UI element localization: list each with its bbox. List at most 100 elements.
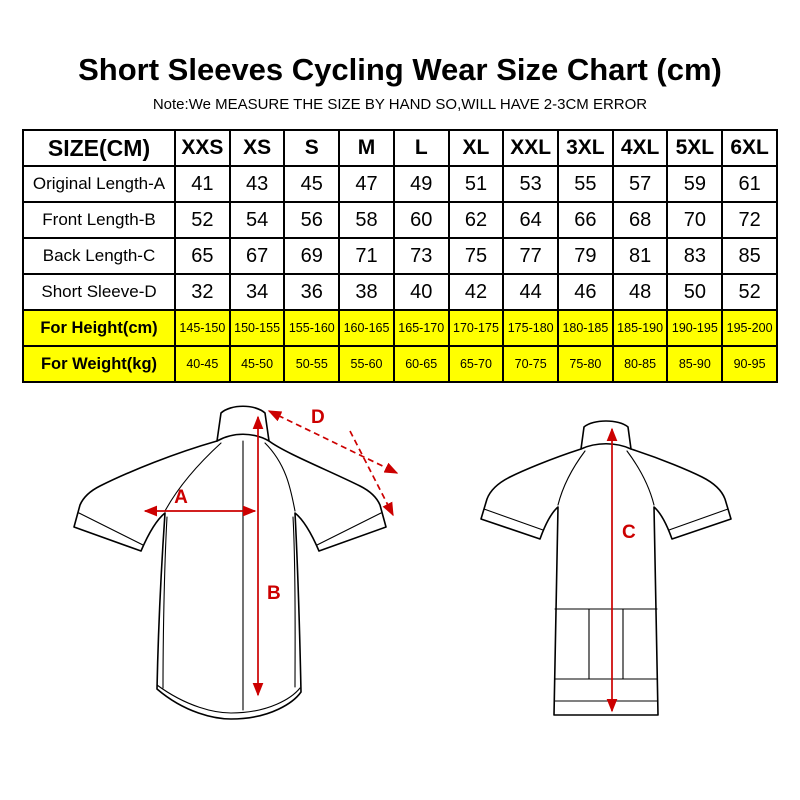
size-value: 71 (338, 237, 395, 275)
size-value: 57 (611, 165, 669, 203)
size-value: 32 (174, 273, 231, 311)
size-value: 70 (666, 201, 724, 239)
table-row-back-length-c: Back Length-C 65 67 69 71 73 75 77 79 81 83 85 (22, 237, 778, 275)
front-measurements: A B D (143, 407, 399, 697)
size-table-header: SIZE(CM) XXS XS S M L XL XXL 3XL 4XL 5XL 6XL (22, 129, 778, 167)
right-cuff-line-back (668, 508, 729, 531)
size-value: 49 (392, 165, 450, 203)
size-value: 90-95 (721, 345, 778, 383)
size-value: 60 (392, 201, 450, 239)
header-size-s: S (283, 129, 341, 167)
size-value: 81 (611, 237, 669, 275)
left-cuff-line (78, 512, 144, 546)
header-size-l: L (392, 129, 450, 167)
size-value: 190-195 (666, 309, 724, 347)
size-value: 60-65 (392, 345, 450, 383)
row-label: Short Sleeve-D (22, 273, 176, 311)
left-cuff-line-back (483, 508, 544, 531)
body-outline (73, 440, 387, 720)
size-value: 175-180 (502, 309, 560, 347)
side-seams (162, 516, 296, 689)
row-label: Original Length-A (22, 165, 176, 203)
row-label: Back Length-C (22, 237, 176, 275)
size-value: 53 (502, 165, 560, 203)
right-cuff-line (316, 512, 382, 546)
size-value: 80-85 (611, 345, 669, 383)
size-value: 180-185 (557, 309, 614, 347)
size-value: 75-80 (557, 345, 614, 383)
size-value: 61 (721, 165, 778, 203)
note-text: Note:We MEASURE THE SIZE BY HAND SO,WILL… (152, 96, 648, 113)
size-value: 42 (447, 273, 505, 311)
jersey-front-diagram: A B D (73, 405, 399, 720)
size-value: 50-55 (283, 345, 341, 383)
size-value: 150-155 (228, 309, 286, 347)
collar-back (580, 420, 632, 450)
size-value: 52 (174, 201, 231, 239)
size-table: SIZE(CM) XXS XS S M L XL XXL 3XL 4XL 5XL 6XL Origin… (22, 129, 778, 383)
header-size-xxs: XXS (174, 129, 231, 167)
size-value: 34 (228, 273, 286, 311)
jersey-front-outline (73, 405, 387, 720)
size-value: 72 (721, 201, 778, 239)
size-value: 47 (338, 165, 395, 203)
size-value: 55-60 (338, 345, 395, 383)
size-value: 44 (502, 273, 560, 311)
row-label: For Height(cm) (22, 309, 176, 347)
size-value: 155-160 (283, 309, 341, 347)
table-row-original-length-a: Original Length-A 41 43 45 47 49 51 53 55 57 59 61 (22, 165, 778, 203)
size-value: 85-90 (666, 345, 724, 383)
size-value: 77 (502, 237, 560, 275)
header-size-cm: SIZE(CM) (22, 129, 176, 167)
jersey-back-diagram: C (480, 420, 732, 716)
collar (216, 405, 270, 442)
page-title: Short Sleeves Cycling Wear Size Chart (c… (78, 52, 722, 87)
size-value: 52 (721, 273, 778, 311)
size-value: 68 (611, 201, 669, 239)
size-value: 48 (611, 273, 669, 311)
size-value: 43 (228, 165, 286, 203)
size-value: 50 (666, 273, 724, 311)
measure-line-d (267, 410, 399, 474)
header-size-4xl: 4XL (611, 129, 669, 167)
table-row-front-length-b: Front Length-B 52 54 56 58 60 62 64 66 68 70 72 (22, 201, 778, 239)
measure-line-d-extension (349, 430, 394, 517)
size-value: 51 (447, 165, 505, 203)
row-label: For Weight(kg) (22, 345, 176, 383)
size-value: 85 (721, 237, 778, 275)
header-size-m: M (338, 129, 395, 167)
jersey-diagrams: A B D C (0, 401, 800, 746)
table-row-short-sleeve-d: Short Sleeve-D 32 34 36 38 40 42 44 46 48 50 52 (22, 273, 778, 311)
body-outline-back (480, 448, 732, 716)
size-value: 145-150 (174, 309, 231, 347)
size-value: 83 (666, 237, 724, 275)
header-size-5xl: 5XL (666, 129, 724, 167)
header-row: SIZE(CM) XXS XS S M L XL XXL 3XL 4XL 5XL 6XL (22, 129, 778, 167)
row-label: Front Length-B (22, 201, 176, 239)
size-value: 195-200 (721, 309, 778, 347)
size-value: 165-170 (392, 309, 450, 347)
size-value: 46 (557, 273, 614, 311)
size-value: 69 (283, 237, 341, 275)
label-a: A (174, 487, 188, 508)
label-d: D (311, 407, 325, 428)
size-value: 185-190 (611, 309, 669, 347)
size-value: 65 (174, 237, 231, 275)
label-b: B (267, 583, 281, 604)
pocket-lines (554, 608, 658, 680)
size-value: 79 (557, 237, 614, 275)
size-value: 62 (447, 201, 505, 239)
jersey-back-outline (480, 420, 732, 716)
size-value: 75 (447, 237, 505, 275)
size-value: 64 (502, 201, 560, 239)
size-value: 55 (557, 165, 614, 203)
size-value: 38 (338, 273, 395, 311)
size-value: 56 (283, 201, 341, 239)
size-value: 45 (283, 165, 341, 203)
size-value: 160-165 (338, 309, 395, 347)
size-value: 58 (338, 201, 395, 239)
header-size-3xl: 3XL (557, 129, 614, 167)
size-value: 70-75 (502, 345, 560, 383)
header-size-6xl: 6XL (721, 129, 778, 167)
